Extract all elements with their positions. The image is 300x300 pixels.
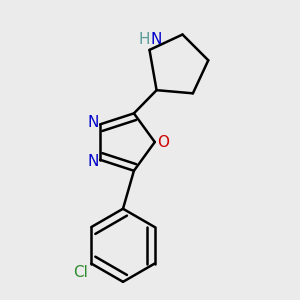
- Text: N: N: [150, 32, 161, 47]
- Text: Cl: Cl: [73, 265, 88, 280]
- Text: N: N: [87, 154, 99, 169]
- Text: N: N: [87, 115, 99, 130]
- Text: H: H: [139, 32, 150, 47]
- Text: O: O: [157, 135, 169, 150]
